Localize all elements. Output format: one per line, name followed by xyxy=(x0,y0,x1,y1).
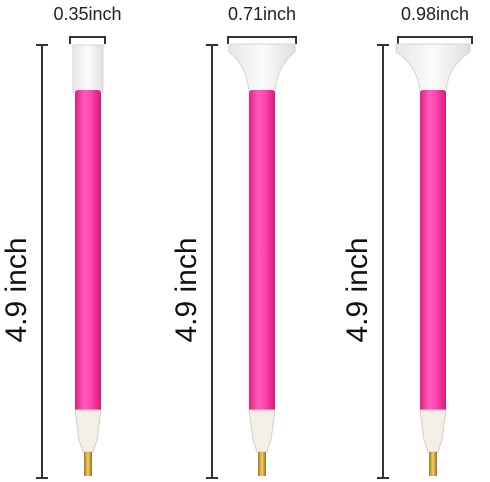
length-line xyxy=(36,44,48,479)
pen-head xyxy=(228,43,296,93)
length-label: 4.9 inch xyxy=(170,237,203,342)
pen-group: 0.35inch 4.9 inch xyxy=(0,4,122,479)
pen-group: 0.98inch 4.9 inch xyxy=(341,4,473,479)
pen-tip xyxy=(84,452,92,476)
length-label: 4.9 inch xyxy=(341,237,374,342)
pen-head xyxy=(395,43,471,93)
pen-sleeve xyxy=(419,409,447,453)
pen-body xyxy=(420,90,446,412)
width-label: 0.98inch xyxy=(401,4,469,24)
width-bracket xyxy=(227,36,297,44)
width-bracket xyxy=(397,36,473,44)
width-label: 0.35inch xyxy=(53,4,121,24)
pen-tip xyxy=(258,452,266,476)
length-line xyxy=(377,44,389,479)
pen-head xyxy=(72,44,104,93)
length-line xyxy=(206,44,218,479)
pen-group: 0.71inch 4.9 inch xyxy=(170,4,297,479)
pen-sleeve xyxy=(74,409,102,453)
pen-sleeve xyxy=(248,409,276,453)
pen-body xyxy=(75,90,101,412)
pen-body xyxy=(249,90,275,412)
length-label: 4.9 inch xyxy=(0,237,33,342)
width-bracket xyxy=(69,36,106,44)
pen-tip xyxy=(429,452,437,476)
width-label: 0.71inch xyxy=(228,4,296,24)
